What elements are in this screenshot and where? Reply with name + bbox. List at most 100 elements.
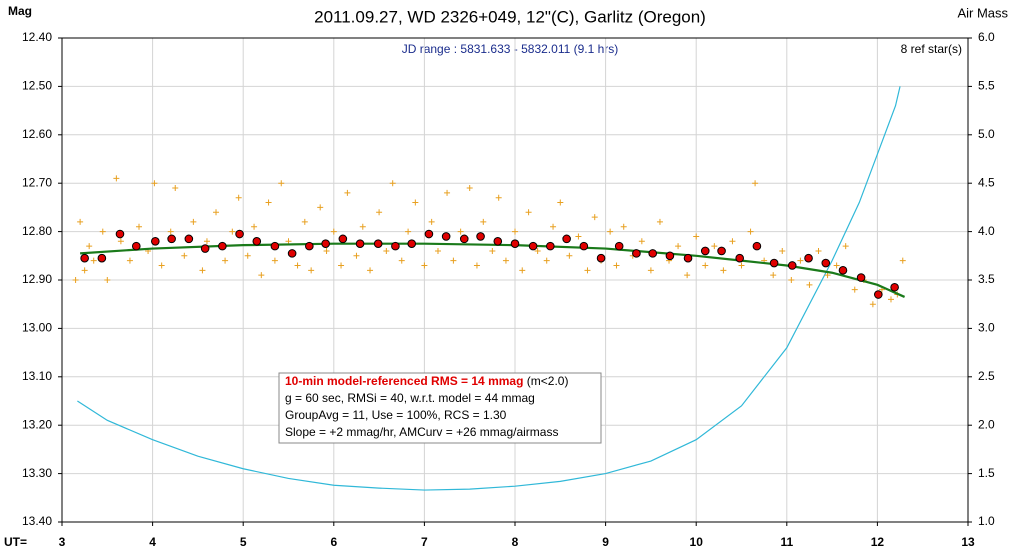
y-tick-label: 12.90	[22, 272, 52, 286]
average-point	[167, 234, 176, 244]
data-point	[86, 243, 93, 250]
data-point	[308, 267, 315, 274]
data-point	[693, 233, 700, 240]
data-point	[301, 218, 308, 225]
data-point	[251, 223, 258, 230]
y2-tick-label: 5.5	[978, 79, 995, 93]
y2-tick-label: 2.5	[978, 369, 995, 383]
data-point	[779, 247, 786, 254]
data-point	[489, 247, 496, 254]
data-point	[158, 262, 165, 269]
data-point	[271, 257, 278, 264]
average-point	[804, 253, 813, 263]
data-point	[229, 228, 236, 235]
x-tick-label: 7	[421, 535, 428, 549]
stats-line: g = 60 sec, RMSi = 40, w.r.t. model = 44…	[285, 391, 535, 405]
data-point	[294, 262, 301, 269]
data-point	[591, 214, 598, 221]
y-tick-label: 12.40	[22, 30, 52, 44]
data-point	[244, 252, 251, 259]
data-point	[887, 296, 894, 303]
data-point	[383, 247, 390, 254]
data-point	[675, 243, 682, 250]
stats-headline: 10-min model-referenced RMS = 14 mmag (m…	[285, 374, 568, 388]
data-point	[265, 199, 272, 206]
data-point	[824, 272, 831, 279]
data-point	[421, 262, 428, 269]
x-tick-label: 13	[961, 535, 975, 549]
data-point	[172, 185, 179, 192]
data-point	[613, 262, 620, 269]
average-point	[338, 234, 348, 244]
data-point	[899, 257, 906, 264]
data-point	[770, 272, 777, 279]
data-point	[113, 175, 120, 182]
data-point	[117, 238, 124, 245]
average-point	[787, 261, 797, 270]
average-point	[200, 244, 210, 253]
stats-line: Slope = +2 mmag/hr, AMCurv = +26 mmag/ai…	[285, 425, 558, 439]
average-point	[562, 234, 571, 244]
data-point	[720, 267, 727, 274]
data-point	[702, 262, 709, 269]
y-tick-label: 13.30	[22, 466, 52, 480]
y2-tick-label: 5.0	[978, 127, 995, 141]
average-point	[80, 253, 89, 263]
data-point	[167, 228, 174, 235]
data-point	[412, 199, 419, 206]
x-tick-label: 6	[330, 535, 337, 549]
stats-headline-text: 10-min model-referenced RMS = 14 mmag	[285, 374, 523, 388]
y2-tick-label: 4.5	[978, 175, 995, 189]
y-tick-label: 13.40	[22, 514, 52, 528]
average-point	[546, 241, 555, 251]
average-point	[874, 290, 883, 299]
data-point	[104, 277, 111, 283]
model-fit	[80, 242, 906, 298]
data-point	[566, 252, 573, 259]
data-point	[405, 228, 412, 235]
average-point	[510, 239, 520, 248]
x-tick-label: 10	[690, 535, 704, 549]
data-point	[450, 257, 457, 264]
data-point	[376, 209, 383, 216]
average-point	[769, 258, 779, 268]
average-point	[838, 266, 848, 275]
average-point	[252, 236, 262, 246]
average-point	[717, 246, 726, 256]
data-point	[620, 223, 627, 230]
y-tick-label: 13.00	[22, 321, 52, 335]
average-point	[614, 241, 624, 251]
y2-tick-label: 3.5	[978, 272, 995, 286]
data-point	[235, 194, 242, 201]
x-tick-label: 5	[240, 535, 247, 549]
data-point	[815, 247, 822, 254]
x-tick-label: 8	[512, 535, 519, 549]
average-point	[683, 253, 693, 263]
data-point	[647, 267, 654, 274]
data-point	[181, 252, 188, 259]
stats-line: GroupAvg = 11, Use = 100%, RCS = 1.30	[285, 408, 507, 422]
data-point	[806, 281, 813, 288]
data-point	[151, 180, 158, 187]
data-point	[359, 223, 366, 230]
average-point	[270, 241, 280, 251]
data-point	[323, 247, 330, 254]
data-point	[222, 257, 229, 264]
stats-headline-note: (m<2.0)	[527, 374, 569, 388]
y2-tick-label: 1.0	[978, 514, 995, 528]
average-point	[579, 241, 589, 251]
x-tick-label: 11	[780, 535, 793, 549]
data-point	[684, 272, 691, 279]
x-tick-label: 3	[59, 535, 66, 549]
data-point	[711, 243, 718, 250]
data-point	[797, 257, 804, 264]
average-point	[184, 234, 194, 244]
data-point	[656, 218, 663, 225]
average-point	[373, 239, 383, 248]
data-point	[638, 238, 645, 245]
data-point	[317, 204, 324, 211]
y2-tick-label: 6.0	[978, 30, 995, 44]
average-point	[97, 253, 107, 263]
average-point	[821, 258, 831, 268]
x-tick-label: 9	[602, 535, 609, 549]
